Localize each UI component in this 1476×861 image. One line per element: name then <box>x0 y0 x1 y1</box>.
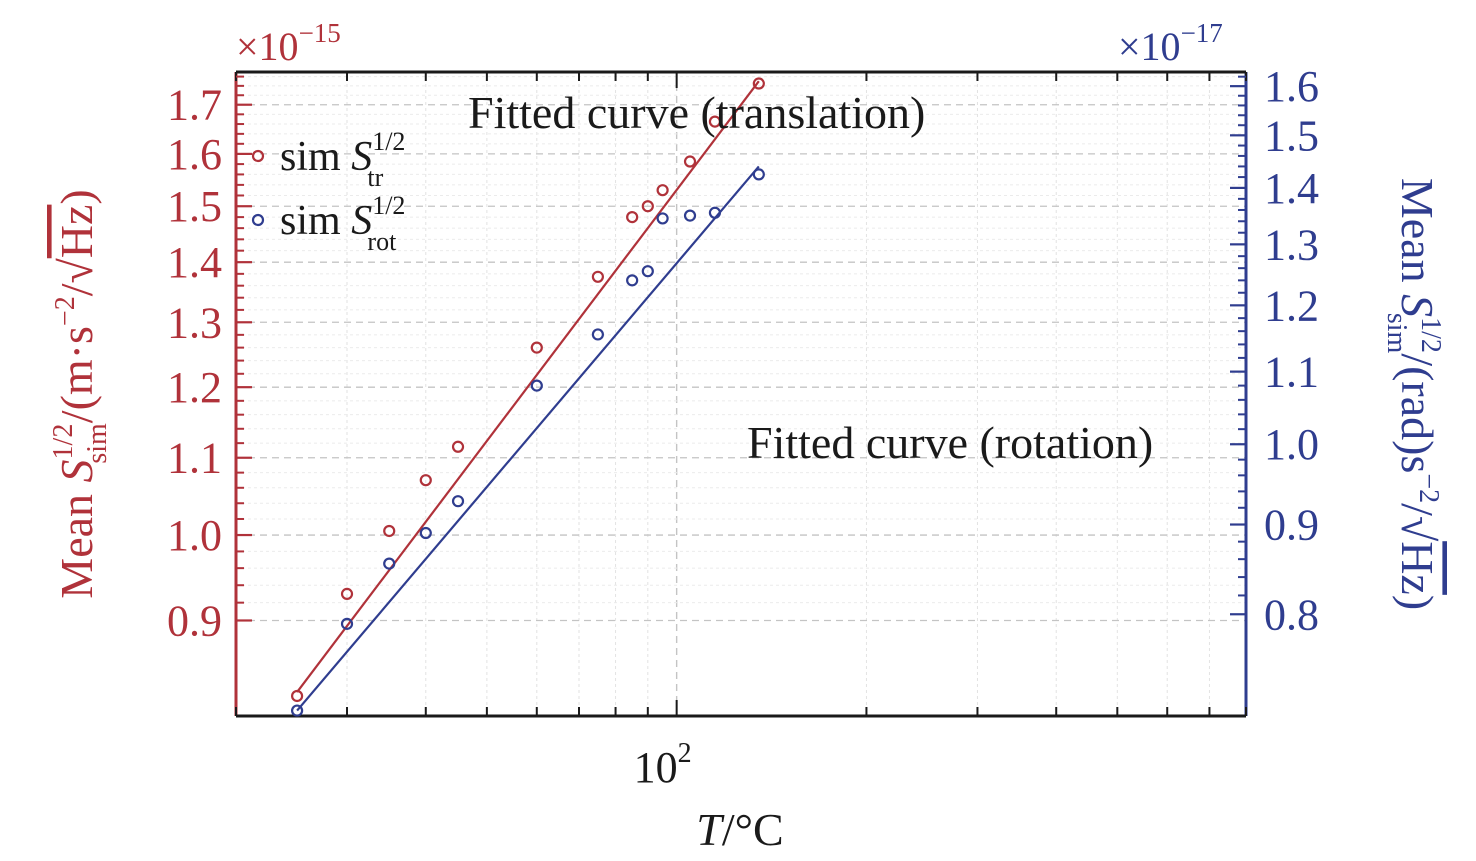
right-tick-label: 0.8 <box>1264 590 1319 639</box>
right-tick-label: 1.3 <box>1264 220 1319 269</box>
right-tick-label: 1.0 <box>1264 420 1319 469</box>
point-rotation <box>451 495 465 508</box>
point-translation <box>656 184 669 197</box>
right-scale-factor: ×10−17 <box>1118 18 1223 69</box>
legend-label-translation: sim S1/2 tr <box>280 127 405 192</box>
point-rotation <box>383 557 396 570</box>
left-scale-factor: ×10−15 <box>236 18 341 69</box>
point-translation <box>591 270 604 283</box>
right-tick-label: 1.5 <box>1264 111 1319 160</box>
point-rotation <box>708 206 722 219</box>
point-translation <box>626 211 639 224</box>
annotation-translation-fit: Fitted curve (translation) <box>468 87 925 138</box>
right-tick-label: 1.1 <box>1264 348 1319 397</box>
axes-frame <box>234 70 1248 718</box>
x-axis-label: T/°C <box>696 804 783 855</box>
right-tick-label: 1.4 <box>1264 164 1319 213</box>
point-rotation <box>752 168 765 181</box>
left-y-ticks: 0.9 1.0 1.1 1.2 1.3 1.4 1.51.61.7 <box>167 75 252 645</box>
left-tick-label: 1.0 <box>167 511 222 560</box>
right-tick-label: 1.2 <box>1264 281 1319 330</box>
point-rotation <box>626 274 639 287</box>
point-translation <box>641 200 654 213</box>
point-translation <box>451 440 465 453</box>
fit-line-translation <box>296 80 760 693</box>
left-tick-label: 1.7 <box>167 81 222 130</box>
left-tick-label: 1.5 <box>167 182 222 231</box>
legend-marker-translation <box>251 149 265 163</box>
point-rotation <box>419 526 432 540</box>
point-translation <box>683 155 697 168</box>
legend: sim S1/2 tr sim S1/2 rot <box>251 127 405 256</box>
x-ticks: 102 <box>235 72 1247 792</box>
annotation-rotation-fit: Fitted curve (rotation) <box>747 417 1153 468</box>
left-tick-label: 1.2 <box>167 363 222 412</box>
right-y-axis-label: Mean S1/2sim/(rad)s−2/√Hz) <box>1381 178 1446 610</box>
point-translation <box>383 524 396 538</box>
point-translation <box>708 115 722 128</box>
point-rotation <box>683 209 697 222</box>
x-tick-label: 102 <box>634 738 692 792</box>
grid <box>235 72 1247 716</box>
fit-line-rotation <box>296 165 760 712</box>
left-tick-label: 1.3 <box>167 298 222 347</box>
left-tick-label: 0.9 <box>167 596 222 645</box>
point-translation <box>340 587 354 600</box>
point-translation <box>290 689 304 703</box>
point-rotation <box>656 212 669 225</box>
legend-marker-rotation <box>251 213 265 227</box>
point-rotation <box>591 328 604 341</box>
point-rotation <box>530 379 543 392</box>
left-tick-label: 1.6 <box>167 130 222 179</box>
point-rotation <box>340 617 354 630</box>
right-y-ticks: 0.8 0.9 1.0 1.1 1.2 1.3 1.41.51.6 <box>1230 62 1319 639</box>
point-rotation <box>641 265 654 278</box>
left-y-axis-label: Mean S1/2 sim/(m·s−2/√Hz) <box>48 189 113 598</box>
point-translation <box>530 341 543 354</box>
right-tick-label: 0.9 <box>1264 501 1319 550</box>
fit-lines <box>296 80 760 712</box>
legend-label-rotation: sim S1/2 rot <box>280 191 405 256</box>
point-translation <box>419 474 432 487</box>
point-rotation <box>290 704 304 717</box>
right-tick-label: 1.6 <box>1264 62 1319 111</box>
left-tick-label: 1.4 <box>167 238 222 287</box>
left-tick-label: 1.1 <box>167 434 222 483</box>
data-points <box>290 77 765 717</box>
point-translation <box>752 77 765 90</box>
